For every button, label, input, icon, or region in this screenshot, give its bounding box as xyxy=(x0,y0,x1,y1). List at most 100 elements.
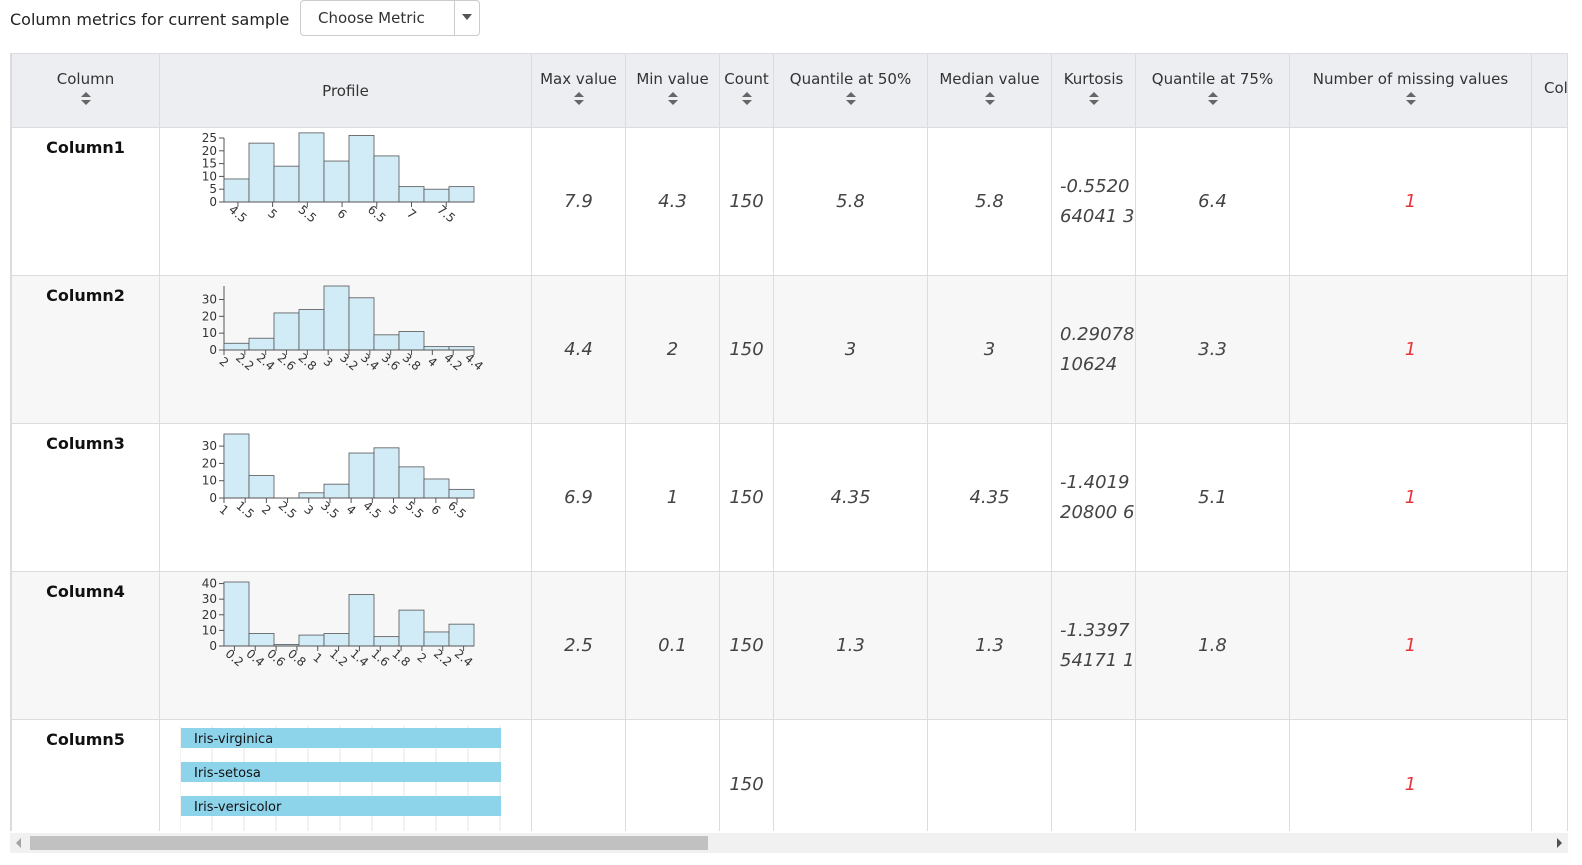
sort-icon[interactable] xyxy=(573,91,584,106)
x-tick-label: 3.2 xyxy=(337,351,361,374)
header-label: Median value xyxy=(939,69,1040,88)
x-tick-label: 2.2 xyxy=(431,647,455,670)
max-value: 6.9 xyxy=(531,423,626,572)
x-tick-label: 1.5 xyxy=(233,499,257,522)
x-tick-label: 2 xyxy=(414,650,429,666)
histogram-bar xyxy=(223,433,250,499)
missing-values-count: 1 xyxy=(1289,127,1532,276)
histogram-bar xyxy=(323,633,350,647)
min-value: 2 xyxy=(625,275,720,424)
median-value: 5.8 xyxy=(927,127,1052,276)
histogram-bar xyxy=(323,285,350,351)
histogram-bar xyxy=(348,135,375,203)
kurtosis-value: -0.552064041 3 xyxy=(1051,127,1136,276)
header-truncated[interactable]: Col xyxy=(1531,53,1568,128)
header-label: Profile xyxy=(322,81,369,100)
y-tick-label: 0 xyxy=(209,491,217,505)
histogram-bar xyxy=(448,488,475,499)
choose-metric-dropdown[interactable]: Choose Metric xyxy=(300,0,480,36)
max-value: 2.5 xyxy=(531,571,626,720)
x-tick-label: 2.4 xyxy=(452,647,476,670)
profile-cell: Iris-virginica Iris-setosa Iris-versicolor… xyxy=(159,719,532,831)
x-tick-label: 2.6 xyxy=(275,351,299,374)
histogram-bar xyxy=(323,160,350,203)
quantile-50-value xyxy=(773,719,928,831)
header-median-value[interactable]: Median value xyxy=(927,53,1052,128)
truncated-cell xyxy=(1531,719,1568,831)
header-label: Quantile at 50% xyxy=(789,69,912,88)
max-value xyxy=(531,719,626,831)
histogram-bar xyxy=(298,132,325,203)
count-value: 150 xyxy=(719,423,774,572)
horizontal-scrollbar[interactable] xyxy=(10,833,1568,853)
truncated-cell xyxy=(1531,423,1568,572)
table-row: Column2 0 10 20 30 2 2.2 2.4 2.6 2.8 3 3.2 3.4 3.6 3.… xyxy=(11,275,1568,424)
x-tick-label: 2.8 xyxy=(296,351,320,374)
table-row: Column3 0 10 20 30 1 1.5 2 2.5 3 3.5 4 4.5 5 5.5 6 6.5 … xyxy=(11,423,1568,572)
quantile-75-value: 5.1 xyxy=(1135,423,1290,572)
x-tick-label: 5.5 xyxy=(403,499,427,522)
top-bar: Column metrics for current sample Choose… xyxy=(0,0,1582,44)
header-label: Column xyxy=(56,69,115,88)
histogram-bar xyxy=(273,312,300,351)
sort-icon[interactable] xyxy=(1088,91,1099,106)
histogram-bar xyxy=(223,581,250,647)
sort-icon[interactable] xyxy=(984,91,995,106)
header-max-value[interactable]: Max value xyxy=(531,53,626,128)
header-missing-values[interactable]: Number of missing values xyxy=(1289,53,1532,128)
sort-icon[interactable] xyxy=(667,91,678,106)
sort-icon[interactable] xyxy=(1207,91,1218,106)
header-quantile-75[interactable]: Quantile at 75% xyxy=(1135,53,1290,128)
scroll-right-arrow-icon[interactable] xyxy=(1557,838,1562,848)
table-row: Column1 0 5 10 15 20 25 4.5 5 5.5 6 6.5 7 7.5 7.9 4.… xyxy=(11,127,1568,276)
x-tick-label: 2.4 xyxy=(254,351,278,374)
x-tick-label: 3.6 xyxy=(379,351,403,374)
scrollbar-thumb[interactable] xyxy=(30,836,708,850)
x-tick-label: 1 xyxy=(217,502,232,518)
header-profile: Profile xyxy=(159,53,532,128)
y-tick-label: 0 xyxy=(209,195,217,209)
header-label: Kurtosis xyxy=(1063,69,1124,88)
header-quantile-50[interactable]: Quantile at 50% xyxy=(773,53,928,128)
header-kurtosis[interactable]: Kurtosis xyxy=(1051,53,1136,128)
histogram-chart: 0 10 20 30 2 2.22.42.62.8 3 3.23.43.63.8 4 4.24.4 xyxy=(202,285,486,374)
histogram-bar xyxy=(248,633,275,647)
missing-values-count: 1 xyxy=(1289,423,1532,572)
sort-icon[interactable] xyxy=(845,91,856,106)
quantile-75-value: 1.8 xyxy=(1135,571,1290,720)
x-tick-label: 5 xyxy=(386,502,401,518)
histogram-bar xyxy=(448,186,475,203)
x-tick-label: 1.2 xyxy=(327,647,351,670)
header-min-value[interactable]: Min value xyxy=(625,53,720,128)
histogram-bar xyxy=(348,297,375,351)
histogram-bar xyxy=(323,483,350,499)
header-count[interactable]: Count xyxy=(719,53,774,128)
x-tick-label: 3.5 xyxy=(318,499,342,522)
chevron-down-icon[interactable] xyxy=(462,14,472,20)
header-label: Count xyxy=(724,69,769,88)
quantile-50-value: 4.35 xyxy=(773,423,928,572)
histogram-bar xyxy=(273,165,300,203)
quantile-50-value: 5.8 xyxy=(773,127,928,276)
category-label: Iris-virginica xyxy=(194,732,273,747)
sort-icon[interactable] xyxy=(741,91,752,106)
x-tick-label: 2 xyxy=(217,354,232,370)
scroll-left-arrow-icon[interactable] xyxy=(16,838,21,848)
missing-values-count: 1 xyxy=(1289,571,1532,720)
histogram-bar xyxy=(398,331,425,351)
category-bar xyxy=(181,796,501,816)
x-tick-label: 2.5 xyxy=(276,499,300,522)
header-column[interactable]: Column xyxy=(11,53,160,128)
histogram-bar xyxy=(398,466,425,499)
x-tick-label: 7 xyxy=(404,206,419,222)
median-value: 3 xyxy=(927,275,1052,424)
choose-metric-label: Choose Metric xyxy=(318,9,425,27)
histogram-bar xyxy=(423,346,450,351)
max-value: 4.4 xyxy=(531,275,626,424)
x-tick-label: 5 xyxy=(265,206,280,222)
sort-icon[interactable] xyxy=(80,91,91,106)
quantile-75-value: 6.4 xyxy=(1135,127,1290,276)
sort-icon[interactable] xyxy=(1405,91,1416,106)
histogram-bar xyxy=(348,594,375,647)
